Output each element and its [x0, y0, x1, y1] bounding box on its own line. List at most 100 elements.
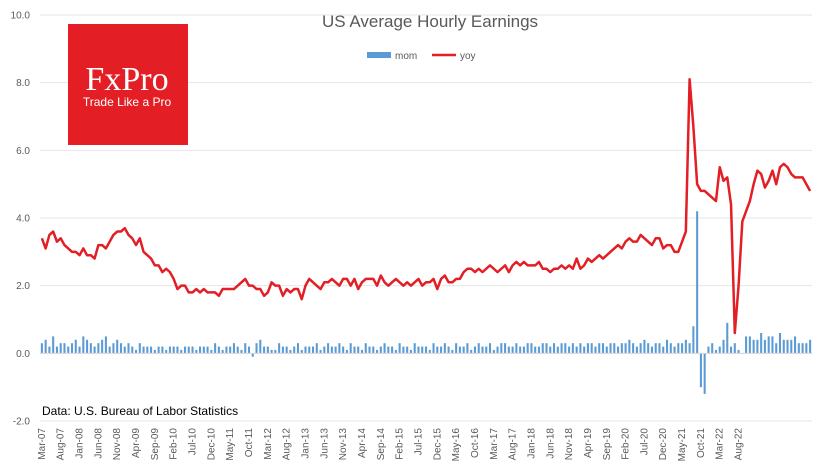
mom-bar [617, 346, 620, 354]
mom-bar [202, 346, 205, 354]
x-tick-label: Jan-18 [526, 428, 537, 459]
logo-brand: FxPro [85, 61, 168, 98]
mom-bar [82, 336, 85, 354]
mom-bar [413, 343, 416, 354]
mom-bar [296, 343, 299, 354]
mom-bar [778, 333, 782, 354]
mom-bar [564, 343, 567, 354]
mom-bar [225, 346, 228, 354]
mom-bar [168, 346, 171, 354]
x-tick-label: Feb-20 [621, 428, 632, 460]
mom-bar [345, 349, 348, 354]
mom-bar [458, 346, 461, 354]
mom-bar [752, 339, 755, 354]
mom-bar [726, 322, 729, 354]
mom-bar [131, 346, 134, 354]
mom-bar [86, 339, 89, 354]
mom-bar [59, 343, 62, 354]
mom-bar [571, 343, 574, 354]
mom-bar [349, 343, 352, 354]
mom-bar [270, 349, 273, 354]
mom-bar [650, 346, 653, 354]
mom-bar [794, 336, 797, 354]
mom-bar [639, 343, 642, 354]
x-tick-label: Mar-17 [489, 428, 500, 460]
mom-bar [748, 336, 751, 354]
mom-bar [496, 346, 499, 354]
x-tick-label: Jun-13 [319, 428, 330, 459]
mom-bar [628, 339, 631, 354]
mom-bar [157, 346, 160, 354]
mom-bar [379, 346, 382, 354]
mom-bar [579, 343, 582, 354]
x-tick-label: Sep-19 [602, 428, 613, 461]
mom-bar [451, 349, 454, 354]
mom-bar [756, 339, 759, 354]
mom-bar [372, 346, 375, 354]
mom-bar [537, 346, 541, 354]
x-tick-label: Mar-07 [37, 428, 48, 460]
x-tick-label: Aug-12 [282, 428, 293, 461]
mom-bar [549, 346, 552, 354]
mom-bar [93, 346, 96, 354]
mom-bar [684, 339, 687, 354]
mom-bar [172, 346, 175, 354]
mom-bar [55, 346, 58, 354]
mom-bar [443, 343, 446, 354]
mom-bar [711, 343, 714, 354]
mom-bar [673, 346, 676, 354]
mom-bar [323, 346, 326, 354]
mom-bar [142, 346, 145, 354]
mom-bar [153, 349, 156, 354]
legend-mom-label: mom [395, 51, 417, 62]
mom-bar [304, 346, 307, 354]
x-tick-label: Aug-17 [508, 428, 519, 461]
mom-bar [541, 343, 544, 354]
mom-bar [289, 349, 292, 354]
mom-bar [134, 349, 138, 354]
mom-bar [394, 349, 397, 354]
mom-bar [809, 339, 812, 354]
mom-bar [481, 346, 484, 354]
mom-bar [101, 339, 104, 354]
mom-bar [654, 343, 657, 354]
mom-bar [146, 346, 149, 354]
mom-bar [70, 343, 74, 354]
mom-bar [330, 346, 333, 354]
y-tick-label: 0.0 [16, 349, 30, 360]
mom-bar [334, 346, 337, 354]
mom-bar [421, 346, 424, 354]
mom-bar [647, 343, 650, 354]
mom-bar [44, 339, 47, 354]
mom-bar [522, 346, 525, 354]
mom-bar [187, 346, 190, 354]
mom-bar [315, 343, 318, 354]
mom-bar [624, 343, 627, 354]
mom-bar [127, 343, 130, 354]
mom-bar [500, 343, 503, 354]
mom-bar [473, 346, 476, 354]
mom-bar [63, 343, 66, 354]
mom-bar [376, 349, 379, 354]
mom-bar [300, 349, 303, 354]
mom-bar [696, 211, 699, 354]
fxpro-logo: FxPro Trade Like a Pro [68, 24, 188, 145]
chart-title: US Average Hourly Earnings [322, 12, 538, 31]
mom-bar [737, 349, 740, 354]
y-tick-label: 4.0 [16, 214, 30, 225]
mom-bar [40, 343, 43, 354]
mom-bar [195, 349, 198, 354]
mom-bar [665, 339, 669, 354]
mom-bar [590, 343, 593, 354]
x-tick-label: Apr-19 [583, 428, 594, 458]
source-note: Data: U.S. Bureau of Labor Statistics [42, 404, 238, 418]
mom-bar [786, 339, 789, 354]
mom-bar [165, 349, 168, 354]
x-tick-label: Feb-10 [169, 428, 180, 460]
mom-bar [658, 343, 661, 354]
mom-bar [681, 343, 684, 354]
x-tick-label: Feb-15 [395, 428, 406, 460]
y-tick-label: 10.0 [11, 11, 31, 22]
mom-bar [206, 346, 209, 354]
